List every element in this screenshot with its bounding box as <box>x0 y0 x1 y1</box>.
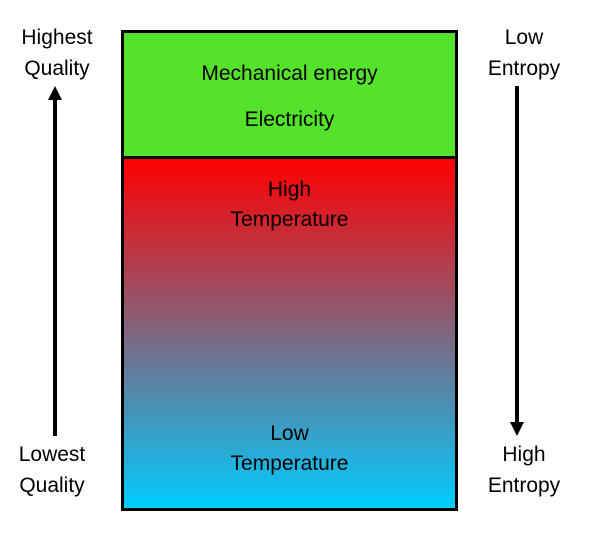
entropy-down-arrow <box>510 86 524 436</box>
quality-up-arrow <box>48 86 62 436</box>
energy-quality-column: Mechanical energy Electricity High Tempe… <box>121 30 458 511</box>
highest-quality-label: Highest Quality <box>10 22 104 84</box>
high-temperature-line2: Temperature <box>230 208 349 231</box>
quality-arrow-head <box>48 86 62 100</box>
low-entropy-line2: Entropy <box>487 57 561 80</box>
entropy-arrow-head <box>510 422 524 436</box>
high-temperature-label: High Temperature <box>124 175 455 235</box>
low-entropy-label: Low Entropy <box>478 22 570 84</box>
high-entropy-line2: Entropy <box>487 474 561 497</box>
low-temperature-label: Low Temperature <box>124 419 455 479</box>
lowest-quality-label: Lowest Quality <box>8 439 96 501</box>
highest-quality-line2: Quality <box>24 57 90 80</box>
high-entropy-line1: High <box>502 443 546 466</box>
lowest-quality-line1: Lowest <box>18 443 86 466</box>
lowest-quality-line2: Quality <box>19 474 85 497</box>
work-energy-box: Mechanical energy Electricity <box>124 33 455 159</box>
high-temperature-line1: High <box>267 178 312 201</box>
low-entropy-line1: Low <box>504 26 544 49</box>
heat-energy-box: High Temperature Low Temperature <box>124 159 455 508</box>
high-entropy-label: High Entropy <box>478 439 570 501</box>
highest-quality-line1: Highest <box>21 26 93 49</box>
mechanical-energy-label: Mechanical energy <box>201 62 378 85</box>
low-temperature-line2: Temperature <box>230 452 349 475</box>
electricity-label: Electricity <box>244 108 335 131</box>
low-temperature-line1: Low <box>270 422 309 445</box>
